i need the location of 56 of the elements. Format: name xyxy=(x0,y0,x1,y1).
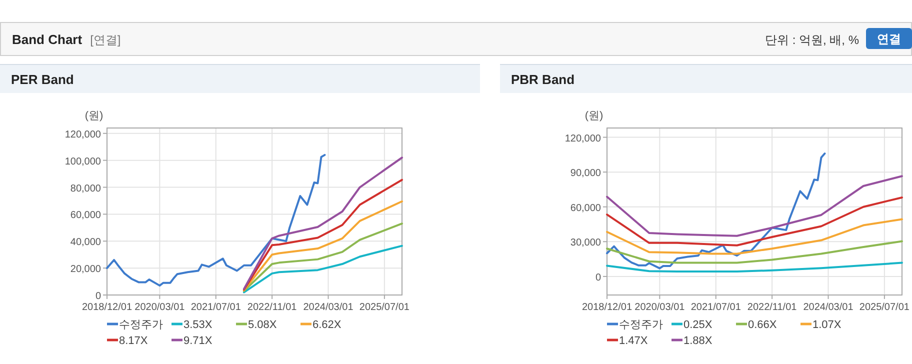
legend-label: 수정주가 xyxy=(119,319,163,331)
y-tick-label: 0 xyxy=(595,272,602,284)
line-series xyxy=(242,244,403,294)
y-tick-label: 120,000 xyxy=(564,133,602,144)
text: [연결] xyxy=(90,33,121,47)
x-tick-label: 2022/11/01 xyxy=(747,302,798,313)
line-series xyxy=(606,240,903,264)
y-tick-label: 40,000 xyxy=(70,237,102,248)
legend-label: 0.25X xyxy=(684,319,713,331)
x-tick-label: 2022/11/01 xyxy=(247,302,298,313)
y-tick-label: 90,000 xyxy=(570,168,602,180)
x-tick-label: 2024/03/01 xyxy=(803,302,854,313)
y-tick-label: 0 xyxy=(95,291,102,302)
line-series xyxy=(606,175,903,237)
y-tick-label: 20,000 xyxy=(70,264,102,276)
legend-label: 9.71X xyxy=(184,335,213,347)
y-tick-label: 80,000 xyxy=(70,183,102,194)
legend-label: 6.62X xyxy=(312,319,342,331)
x-tick-label: 2025/07/01 xyxy=(859,302,910,313)
line-series xyxy=(606,152,826,270)
legend-label: 5.08X xyxy=(248,319,278,331)
x-tick-label: 2018/12/01 xyxy=(582,302,632,313)
x-tick-label: 2025/07/01 xyxy=(359,302,410,313)
line-series xyxy=(106,154,326,287)
line-series xyxy=(606,262,903,272)
x-tick-label: 2021/07/01 xyxy=(690,302,742,313)
x-tick-label: 2020/03/01 xyxy=(134,302,186,313)
y-tick-label: 100,000 xyxy=(64,156,102,168)
y-tick-label: 60,000 xyxy=(70,210,102,222)
x-tick-label: 2024/03/01 xyxy=(303,302,354,313)
legend-label: 3.53X xyxy=(184,319,213,331)
chart-title: PBR Band xyxy=(511,72,575,87)
x-tick-label: 2021/07/01 xyxy=(190,302,242,313)
y-axis-title: (원) xyxy=(84,110,104,122)
line-series xyxy=(242,200,403,292)
y-axis-title: (원) xyxy=(584,110,604,122)
y-tick-label: 30,000 xyxy=(570,238,602,249)
legend-label: 0.66X xyxy=(748,319,778,331)
line-series xyxy=(242,222,403,292)
legend-label: 1.07X xyxy=(812,319,842,331)
y-tick-label: 60,000 xyxy=(570,202,602,214)
text: 연결 xyxy=(877,32,901,46)
text: 단위 : 억원, 배, % xyxy=(764,33,860,47)
y-tick-label: 120,000 xyxy=(64,129,102,140)
line-series xyxy=(606,218,903,255)
line-series xyxy=(606,196,903,246)
line-series xyxy=(242,178,403,291)
legend-label: 8.17X xyxy=(119,335,148,347)
legend-label: 1.88X xyxy=(684,335,713,347)
text: Band Chart xyxy=(12,32,83,47)
x-tick-label: 2018/12/01 xyxy=(82,302,132,313)
chart-title: PER Band xyxy=(11,72,74,87)
legend-label: 수정주가 xyxy=(619,319,663,331)
x-tick-label: 2020/03/01 xyxy=(634,302,686,313)
line-series xyxy=(242,156,403,290)
legend-label: 1.47X xyxy=(619,335,648,347)
